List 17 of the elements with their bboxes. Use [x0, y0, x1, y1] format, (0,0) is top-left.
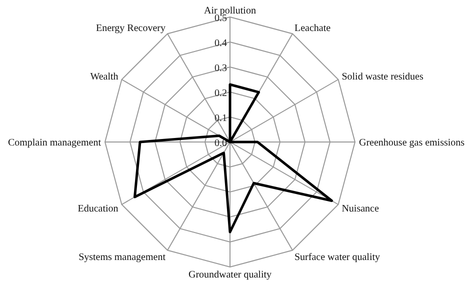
y-tick-label: 0.1: [214, 113, 227, 124]
spoke-label: Systems management: [78, 252, 166, 263]
spoke-label: Education: [78, 204, 118, 214]
spoke-label: Wealth: [90, 72, 118, 82]
spoke-label: Energy Recovery: [96, 23, 166, 34]
spoke-label: Surface water quality: [294, 252, 380, 263]
y-tick-label: 0.2: [214, 88, 227, 99]
spoke-label: Complain management: [8, 138, 102, 148]
y-tick-label: 0.0: [214, 138, 227, 149]
spoke-label: Leachate: [294, 23, 332, 34]
y-tick-label: 0.3: [214, 63, 227, 74]
y-tick-label: 0.4: [214, 38, 227, 49]
spoke-label: Greenhouse gas emissions: [359, 138, 465, 148]
y-tick-label: 0.5: [214, 13, 227, 24]
spoke-label: Groundwater quality: [188, 270, 272, 280]
spoke-label: Nuisance: [342, 204, 380, 214]
spoke-label: Solid waste residues: [342, 72, 424, 82]
